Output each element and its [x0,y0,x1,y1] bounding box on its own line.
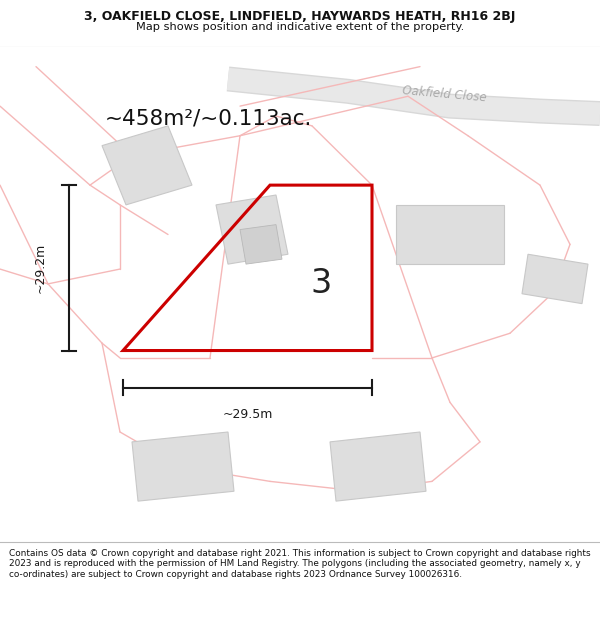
Polygon shape [102,126,192,205]
Text: 3: 3 [310,268,332,301]
Text: ~458m²/~0.113ac.: ~458m²/~0.113ac. [105,109,313,129]
Text: ~29.2m: ~29.2m [34,242,47,293]
Text: 3, OAKFIELD CLOSE, LINDFIELD, HAYWARDS HEATH, RH16 2BJ: 3, OAKFIELD CLOSE, LINDFIELD, HAYWARDS H… [85,10,515,23]
Text: Contains OS data © Crown copyright and database right 2021. This information is : Contains OS data © Crown copyright and d… [9,549,590,579]
Polygon shape [522,254,588,304]
Polygon shape [240,224,282,264]
Polygon shape [396,205,504,264]
Polygon shape [132,432,234,501]
Polygon shape [330,432,426,501]
Polygon shape [216,195,288,264]
Text: Map shows position and indicative extent of the property.: Map shows position and indicative extent… [136,22,464,32]
Text: Oakfield Close: Oakfield Close [401,84,487,104]
Text: ~29.5m: ~29.5m [223,408,272,421]
